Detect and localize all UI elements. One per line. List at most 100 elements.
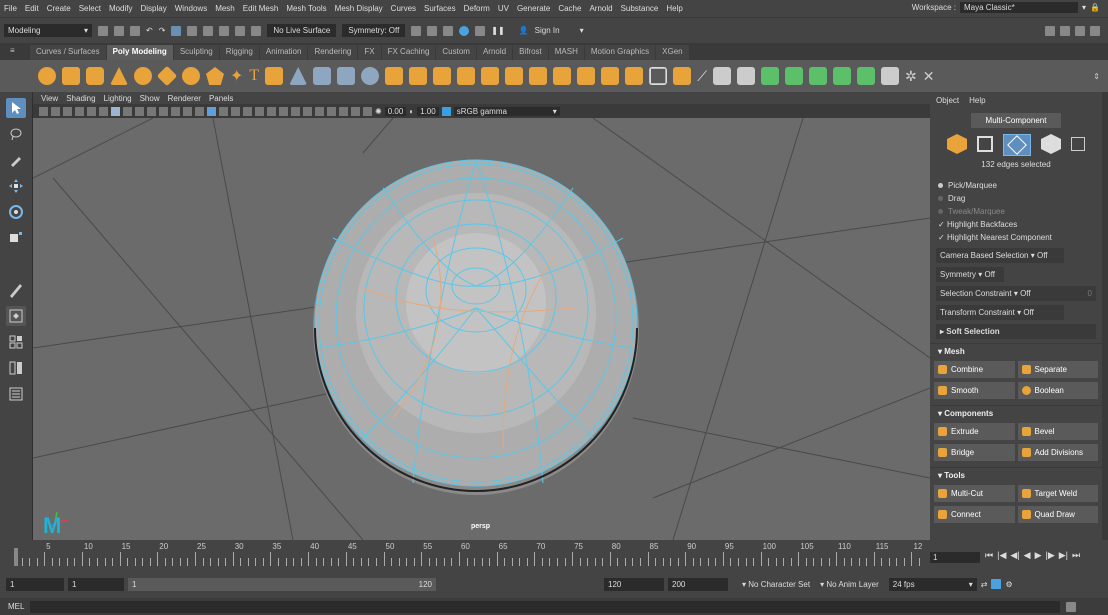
menu-file[interactable]: File — [4, 4, 17, 13]
quad-draw-button[interactable]: Quad Draw — [1017, 506, 1098, 523]
transform-constraint-dropdown[interactable]: Transform Constraint ▾ Off — [936, 305, 1064, 320]
menu-windows[interactable]: Windows — [174, 4, 208, 13]
poly-sphere-icon[interactable] — [38, 67, 56, 85]
chevron-down-icon[interactable]: ▾ — [1082, 3, 1087, 12]
mirror-icon[interactable] — [673, 67, 692, 85]
exposure-icon[interactable]: ✺ — [375, 106, 382, 116]
components-section-header[interactable]: ▾ Components — [930, 405, 1102, 421]
grease-pencil-icon[interactable] — [99, 106, 108, 116]
chevron-down-icon[interactable]: ▾ — [579, 26, 584, 35]
animation-start-field[interactable]: 1 — [68, 577, 124, 591]
new-scene-icon[interactable] — [98, 25, 108, 36]
menu-mesh-display[interactable]: Mesh Display — [334, 4, 383, 13]
toolkit-menu-object[interactable]: Object — [936, 96, 960, 105]
target-weld-shelf-icon[interactable] — [529, 67, 548, 85]
range-bar[interactable]: 1 120 — [128, 577, 436, 591]
type-tool-icon[interactable]: T — [249, 67, 260, 84]
bookmarks-icon[interactable] — [63, 106, 72, 116]
panel-menu-shading[interactable]: Shading — [66, 93, 96, 103]
separate-shelf-icon[interactable] — [313, 67, 332, 85]
use-default-material-icon[interactable] — [219, 106, 228, 116]
shadows-icon[interactable] — [267, 106, 276, 116]
camera-attributes-icon[interactable] — [51, 106, 60, 116]
perspective-viewport[interactable]: M persp — [33, 118, 930, 540]
render-frame-icon[interactable] — [427, 25, 438, 36]
color-management-icon[interactable] — [441, 106, 451, 116]
menu-generate[interactable]: Generate — [516, 4, 551, 13]
multi-cut-shelf-icon[interactable] — [505, 67, 524, 85]
combine-shelf-icon[interactable] — [289, 67, 308, 85]
menu-create[interactable]: Create — [46, 4, 71, 13]
combine-button[interactable]: Combine — [934, 361, 1015, 378]
ambient-occlusion-icon[interactable] — [279, 106, 288, 116]
fps-dropdown[interactable]: 24 fps ▾ — [888, 577, 977, 591]
anim-preferences-icon[interactable]: ⚙ — [1005, 579, 1013, 589]
panel-menu-view[interactable]: View — [41, 93, 59, 103]
attribute-editor-icon[interactable] — [1060, 25, 1070, 36]
fill-hole-icon[interactable] — [457, 67, 476, 85]
scale-tool-icon[interactable] — [6, 228, 26, 248]
snap-view-plane-icon[interactable] — [251, 25, 262, 36]
target-weld-button[interactable]: Target Weld — [1017, 485, 1098, 502]
boolean-button[interactable]: Boolean — [1017, 382, 1098, 399]
go-to-end-icon[interactable]: ⏭ — [1072, 550, 1081, 560]
redo-icon[interactable]: ↷ — [158, 26, 166, 35]
safe-title-icon[interactable] — [183, 106, 192, 116]
merge-icon[interactable] — [601, 67, 620, 85]
xray-joints-icon[interactable] — [351, 106, 360, 116]
shelf-tab-rigging[interactable]: Rigging — [219, 45, 259, 60]
transfer-attributes-icon[interactable] — [761, 67, 779, 85]
multi-cut-button[interactable]: Multi-Cut — [934, 485, 1015, 502]
select-by-hierarchy-icon[interactable] — [171, 25, 182, 36]
edge-mode-icon[interactable] — [1003, 134, 1031, 156]
use-all-lights-icon[interactable] — [255, 106, 264, 116]
tools-section-header[interactable]: ▾ Tools — [930, 467, 1102, 483]
time-slider[interactable]: 1510152025303540455055606570758085909510… — [0, 540, 1108, 570]
select-tool-icon[interactable] — [6, 98, 26, 118]
play-backwards-icon[interactable]: ◀ — [1023, 550, 1031, 560]
menu-display[interactable]: Display — [140, 4, 167, 13]
snap-grid-icon[interactable] — [203, 25, 214, 36]
menu-substance[interactable]: Substance — [620, 4, 659, 13]
append-polygon-icon[interactable] — [481, 67, 500, 85]
soften-edge-icon[interactable] — [785, 67, 803, 85]
step-back-frame-icon[interactable]: ◀| — [1010, 550, 1020, 560]
sign-in-button[interactable]: Sign In — [534, 26, 560, 35]
shelf-tab-motion-graphics[interactable]: Motion Graphics — [584, 45, 656, 60]
bridge-button[interactable]: Bridge — [934, 444, 1015, 461]
auto-key-icon[interactable] — [991, 579, 1002, 589]
camera-based-selection-dropdown[interactable]: Camera Based Selection ▾ Off — [936, 248, 1064, 263]
platonic-solid-icon[interactable] — [206, 67, 224, 85]
symmetry-dropdown[interactable]: Symmetry: Off — [342, 24, 406, 37]
command-input[interactable] — [30, 600, 1061, 613]
pick-marquee-radio[interactable]: Pick/Marquee — [930, 179, 1102, 192]
shelf-tab-animation[interactable]: Animation — [259, 45, 308, 60]
gate-mask-icon[interactable] — [147, 106, 156, 116]
exposure-field[interactable]: 0.00 — [384, 106, 407, 116]
step-forward-frame-icon[interactable]: |▶ — [1045, 550, 1055, 560]
safe-action-icon[interactable] — [171, 106, 180, 116]
reverse-normals-icon[interactable] — [857, 67, 875, 85]
panel-menu-renderer[interactable]: Renderer — [167, 93, 201, 103]
resolution-gate-icon[interactable] — [135, 106, 144, 116]
sculpt-relax-icon[interactable]: ✲ — [905, 67, 917, 84]
mel-label[interactable]: MEL — [8, 602, 25, 611]
shelf-tab-fx-caching[interactable]: FX Caching — [381, 45, 436, 60]
mesh-section-header[interactable]: ▾ Mesh — [930, 343, 1102, 359]
side-tab-strip[interactable] — [1102, 92, 1108, 540]
menu-help[interactable]: Help — [666, 4, 683, 13]
automatic-mapping-icon[interactable] — [737, 67, 755, 85]
persp-outliner-layout-icon[interactable] — [6, 358, 26, 378]
outliner-icon[interactable] — [6, 384, 26, 404]
highlight-nearest-checkbox[interactable]: ✓ Highlight Nearest Component — [930, 231, 1102, 244]
face-mode-icon[interactable] — [1041, 134, 1061, 154]
shelf-tab-bifrost[interactable]: Bifrost — [513, 45, 548, 60]
workspace-dropdown[interactable]: Maya Classic* — [960, 2, 1079, 13]
uv-editor-icon[interactable]: ⟋ — [697, 67, 707, 84]
shelf-scroll-icon[interactable]: ⇕ — [1093, 71, 1100, 81]
delete-history-icon[interactable]: ✕ — [922, 67, 935, 84]
conform-icon[interactable] — [833, 67, 851, 85]
four-view-layout-icon[interactable] — [6, 332, 26, 352]
loop-icon[interactable]: ⇄ — [980, 579, 988, 589]
character-set-dropdown[interactable]: ▾ No Character Set — [742, 579, 811, 589]
